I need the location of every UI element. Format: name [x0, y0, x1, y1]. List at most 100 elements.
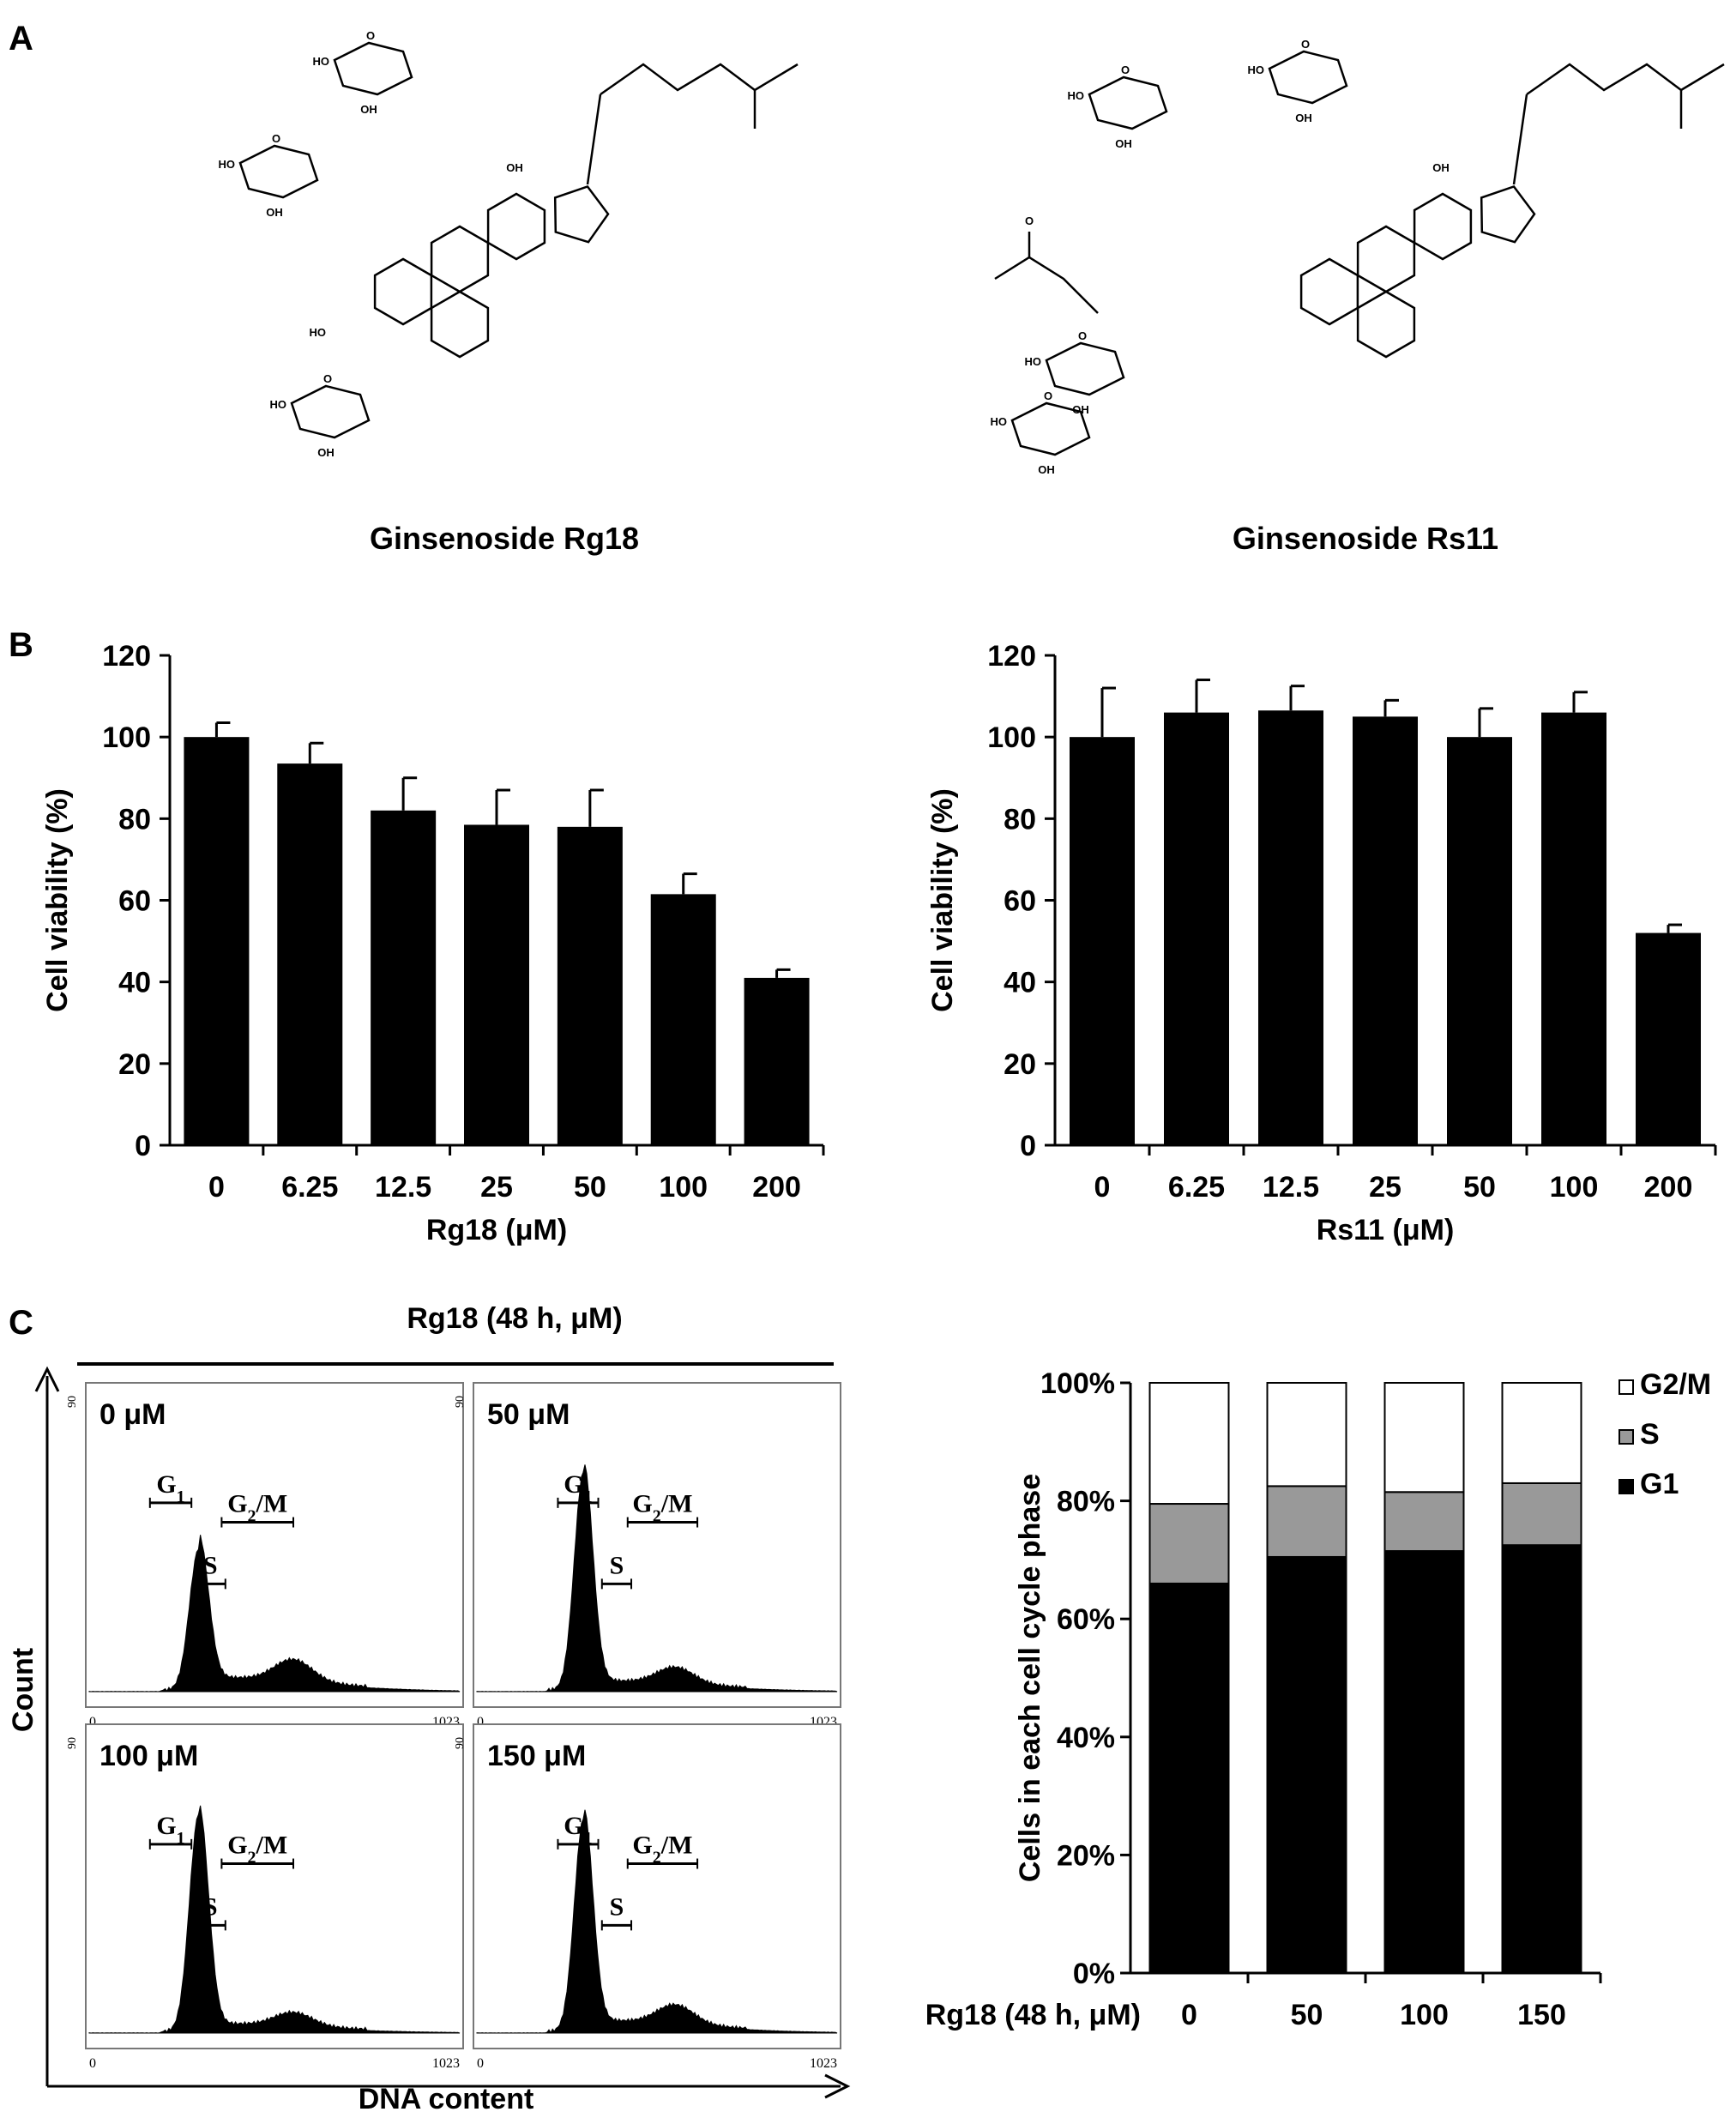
- stacked-y-tick-label: 100%: [1040, 1367, 1115, 1400]
- histogram-x-min-label: 0: [89, 1715, 96, 1729]
- steroid-ring-b: [430, 225, 490, 293]
- rs11-bar: [1258, 710, 1323, 1145]
- steroid-ring-c: [486, 192, 546, 261]
- stacked-segment-g2m: [1148, 1382, 1230, 1506]
- stacked-y-tick-label: 20%: [1057, 1839, 1115, 1872]
- structure-caption-rs11: Ginsenoside Rs11: [1233, 521, 1498, 556]
- hydroxyl-label: OH: [1038, 463, 1055, 476]
- steroid-ring-d: [1356, 290, 1416, 359]
- sugar-ring: [1268, 50, 1348, 105]
- histogram-x-min-label: 0: [477, 2056, 484, 2071]
- hydroxyl-label: OH: [360, 103, 377, 116]
- histogram-x-axis-label: DNA content: [359, 2083, 534, 2112]
- stacked-segment-g2m: [1501, 1382, 1582, 1484]
- ring-oxygen-label: O: [366, 29, 375, 42]
- rs11-x-tick-label: 0: [1094, 1171, 1111, 1204]
- histogram-dose-label: 100 μM: [99, 1740, 198, 1772]
- rg18-x-tick-label: 100: [659, 1171, 708, 1204]
- histogram-trace: [476, 1809, 838, 2034]
- stacked-segment-g1: [1148, 1582, 1230, 1975]
- cell-viability-rg18-chart: 0 20 40 60 80 100 120 0 6.25 12.5 25 50 100 200 Rg18 (…: [41, 640, 825, 1246]
- stacked-y-tick-label: 60%: [1057, 1603, 1115, 1636]
- rg18-bar: [184, 737, 250, 1145]
- rs11-bar: [1353, 716, 1418, 1145]
- structure-caption-rg18: Ginsenoside Rg18: [370, 521, 639, 556]
- rs11-y-tick-label: 40: [1004, 967, 1036, 999]
- stacked-segment-s: [1266, 1485, 1347, 1558]
- stacked-segment-g1: [1383, 1550, 1465, 1974]
- histogram-y-tick-label: 90: [66, 1396, 79, 1408]
- hydroxyl-label: OH: [266, 206, 283, 219]
- side-chain: [600, 63, 799, 96]
- rs11-x-axis-label: Rs11 (μM): [1317, 1214, 1455, 1246]
- histogram-x-min-label: 0: [477, 1715, 484, 1729]
- steroid-ring-a: [373, 257, 433, 326]
- stacked-segment-s: [1383, 1491, 1465, 1553]
- stacked-segment-g2m: [1383, 1382, 1465, 1493]
- rg18-x-tick-label: 0: [208, 1171, 225, 1204]
- ring-oxygen-label: O: [1078, 329, 1087, 342]
- rg18-bar: [744, 977, 810, 1145]
- rg18-bar: [371, 810, 437, 1145]
- rs11-y-tick-label: 120: [987, 640, 1036, 673]
- histogram-frame: [85, 1382, 464, 1708]
- gate-label-s: S: [203, 1892, 218, 1921]
- hydroxyl-label: OH: [1432, 161, 1450, 174]
- rg18-y-tick-label: 60: [118, 885, 151, 918]
- dna-axis-arrow: [824, 2073, 851, 2099]
- stacked-x-tick-label: 150: [1517, 1999, 1566, 2031]
- histogram-y-tick-label: 90: [454, 1396, 467, 1408]
- histogram-dose-label: 0 μM: [99, 1398, 166, 1431]
- rg18-y-axis-label: Cell viability (%): [41, 788, 74, 1012]
- steroid-ring-e: [1480, 185, 1536, 244]
- rs11-x-tick-label: 12.5: [1263, 1171, 1319, 1204]
- hydroxyl-label: HO: [1068, 89, 1085, 102]
- gate-label-s: S: [610, 1892, 624, 1921]
- count-axis-arrow: [34, 1366, 60, 1392]
- sugar-ring: [1045, 341, 1125, 396]
- histogram-frame: [473, 1723, 841, 2049]
- histogram-y-tick-label: 90: [454, 1737, 467, 1749]
- stacked-x-tick-label: 100: [1400, 1999, 1449, 2031]
- rs11-x-tick-label: 200: [1644, 1171, 1693, 1204]
- steroid-ring-c: [1413, 192, 1473, 261]
- histogram-frame: [85, 1723, 464, 2049]
- steroid-ring-e: [553, 185, 610, 244]
- hydroxyl-label: HO: [313, 55, 330, 68]
- hydroxyl-label: HO: [310, 326, 327, 339]
- hydroxyl-label: OH: [506, 161, 523, 174]
- stacked-x-tick-label: 50: [1291, 1999, 1323, 2031]
- ring-oxygen-label: O: [1121, 63, 1130, 76]
- steroid-ring-a: [1299, 257, 1359, 326]
- stacked-segment-s: [1501, 1481, 1582, 1547]
- rg18-x-tick-label: 50: [574, 1171, 606, 1204]
- rs11-x-tick-label: 100: [1550, 1171, 1599, 1204]
- rs11-bar: [1541, 712, 1606, 1145]
- rs11-bar: [1164, 712, 1229, 1145]
- cell-viability-rs11-chart: 0 20 40 60 80 100 120 0 6.25 12.5 25 50 100 200 Rs11 (…: [926, 640, 1717, 1246]
- histogram-trace: [88, 1805, 461, 2034]
- stacked-y-tick-label: 80%: [1057, 1486, 1115, 1518]
- legend-label-s: S: [1640, 1418, 1660, 1451]
- rg18-x-tick-label: 6.25: [281, 1171, 338, 1204]
- gate-label-s: S: [610, 1551, 624, 1579]
- histogram-dose-label: 150 μM: [487, 1740, 586, 1772]
- acetyl-group: [994, 256, 1099, 314]
- side-chain-bond: [586, 94, 602, 185]
- histogram-x-max-label: 1023: [432, 2056, 460, 2071]
- rg18-bar: [277, 763, 343, 1145]
- rg18-y-tick-label: 120: [102, 640, 151, 673]
- rg18-bar: [464, 824, 529, 1145]
- sugar-ring: [290, 384, 371, 439]
- stacked-y-axis-label: Cells in each cell cycle phase: [1014, 1474, 1046, 1882]
- legend-swatch-s: [1618, 1429, 1634, 1445]
- carbonyl-oxygen-label: O: [1025, 214, 1034, 227]
- rs11-y-tick-label: 60: [1004, 885, 1036, 918]
- hydroxyl-label: OH: [1115, 137, 1132, 150]
- histogram-y-axis-label: Count: [7, 1648, 39, 1732]
- rs11-y-tick-label: 0: [1020, 1130, 1036, 1162]
